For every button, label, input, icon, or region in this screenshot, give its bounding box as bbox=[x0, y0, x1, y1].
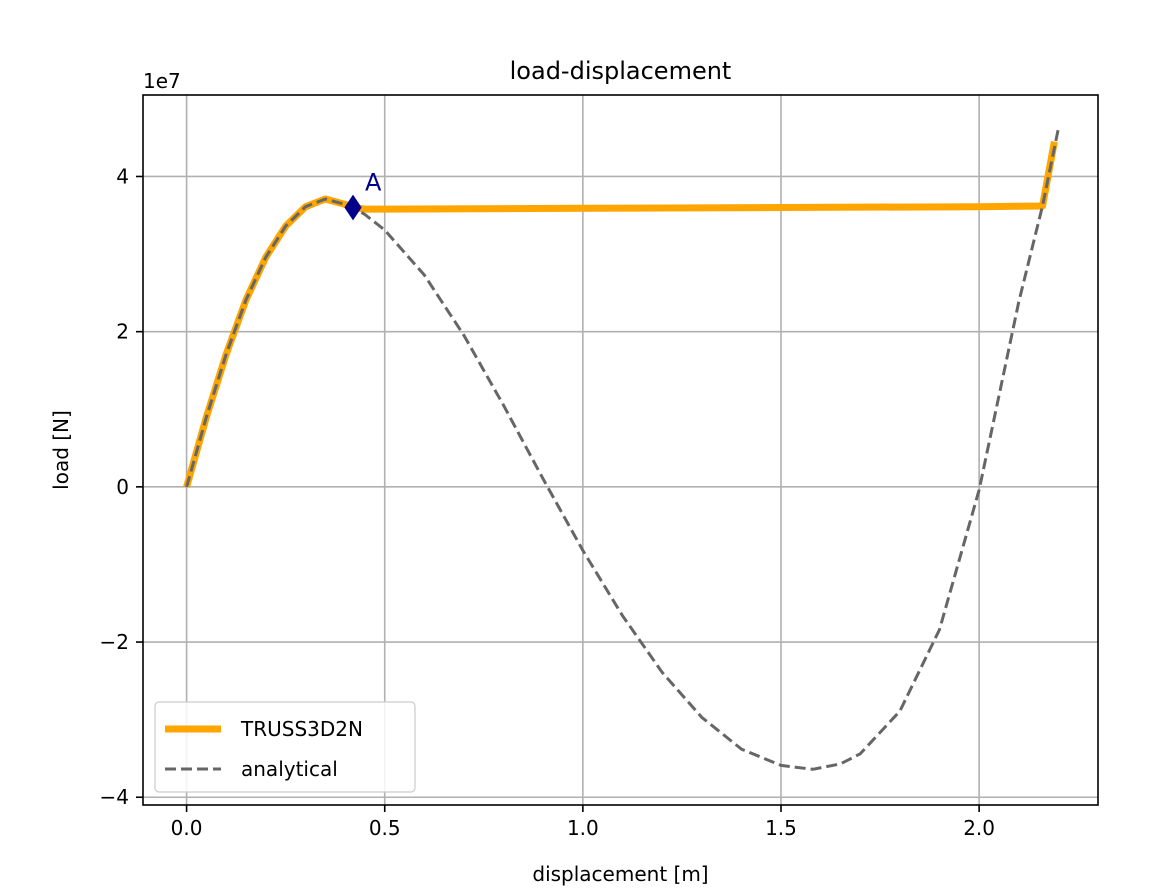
legend: TRUSS3D2N analytical bbox=[154, 701, 416, 793]
legend-label-truss3d2n: TRUSS3D2N bbox=[240, 717, 363, 741]
plot-frame bbox=[142, 94, 1099, 806]
y-axis-label: load [N] bbox=[49, 410, 73, 490]
x-tick-label: 1.0 bbox=[567, 816, 599, 840]
point-marker-label: A bbox=[365, 169, 382, 197]
chart-title: load-displacement bbox=[510, 57, 732, 85]
x-tick-label: 1.5 bbox=[765, 816, 797, 840]
x-tick-label: 2.0 bbox=[963, 816, 995, 840]
y-tick-label: −4 bbox=[100, 785, 129, 809]
ticks: 0.0 0.5 1.0 1.5 2.0 −4 −2 0 2 4 bbox=[100, 164, 996, 840]
legend-label-analytical: analytical bbox=[241, 757, 338, 781]
point-marker-a bbox=[344, 194, 362, 221]
x-axis-label: displacement [m] bbox=[532, 862, 708, 886]
series-line-analytical bbox=[185, 128, 1060, 771]
x-tick-label: 0.5 bbox=[369, 816, 401, 840]
series-layer bbox=[183, 128, 1060, 771]
marker-layer: A bbox=[344, 169, 382, 221]
x-tick-label: 0.0 bbox=[171, 816, 203, 840]
y-offset-label: 1e7 bbox=[143, 69, 181, 93]
y-tick-label: 4 bbox=[116, 164, 129, 188]
series-line-truss3d2n bbox=[183, 140, 1058, 488]
grid bbox=[143, 95, 1098, 805]
y-tick-label: 2 bbox=[116, 320, 129, 344]
y-tick-label: −2 bbox=[100, 630, 129, 654]
y-tick-label: 0 bbox=[116, 475, 129, 499]
